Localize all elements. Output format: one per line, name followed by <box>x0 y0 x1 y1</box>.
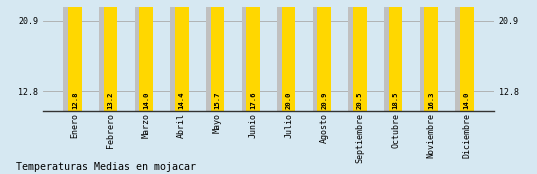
Text: 14.0: 14.0 <box>143 91 149 109</box>
Bar <box>389 0 402 111</box>
Text: 14.4: 14.4 <box>179 91 185 109</box>
Bar <box>68 0 82 111</box>
Bar <box>420 0 433 111</box>
Bar <box>317 0 331 111</box>
Bar <box>282 0 295 111</box>
Text: 12.8: 12.8 <box>72 91 78 109</box>
Text: 16.3: 16.3 <box>428 91 434 109</box>
Bar <box>135 0 148 111</box>
Bar <box>63 4 77 111</box>
Text: 20.0: 20.0 <box>286 91 292 109</box>
Text: 20.5: 20.5 <box>357 91 363 109</box>
Bar <box>384 0 398 111</box>
Text: 13.2: 13.2 <box>107 91 113 109</box>
Bar <box>460 0 474 111</box>
Bar <box>246 0 260 111</box>
Bar <box>277 0 291 111</box>
Bar <box>424 0 438 111</box>
Bar <box>349 0 362 111</box>
Bar <box>313 0 326 111</box>
Bar <box>211 0 224 111</box>
Bar <box>139 0 153 111</box>
Text: 14.0: 14.0 <box>464 91 470 109</box>
Bar <box>242 0 255 111</box>
Bar <box>99 1 113 111</box>
Bar <box>175 0 188 111</box>
Bar <box>104 0 117 111</box>
Bar <box>455 0 469 111</box>
Bar <box>353 0 367 111</box>
Text: 20.9: 20.9 <box>321 91 327 109</box>
Text: 18.5: 18.5 <box>393 91 398 109</box>
Text: 15.7: 15.7 <box>214 91 220 109</box>
Text: 17.6: 17.6 <box>250 91 256 109</box>
Bar <box>206 0 220 111</box>
Text: Temperaturas Medias en mojacar: Temperaturas Medias en mojacar <box>16 162 196 172</box>
Bar <box>170 0 184 111</box>
